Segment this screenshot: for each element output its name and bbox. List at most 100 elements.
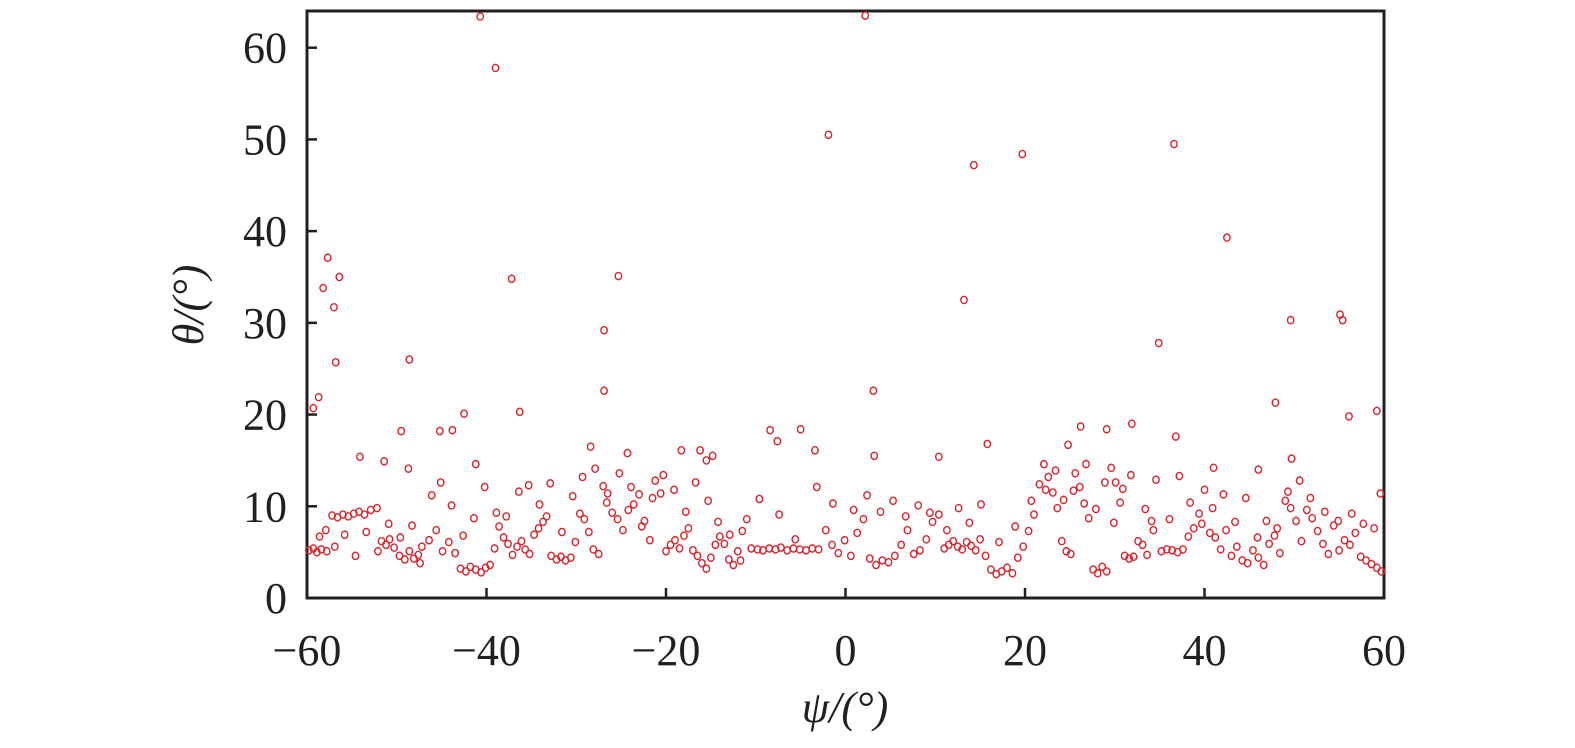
y-tick-label: 0 [265, 574, 287, 623]
data-point [330, 542, 339, 551]
data-point [997, 567, 1006, 576]
data-point [547, 551, 556, 561]
data-point [1170, 139, 1178, 149]
data-point [1093, 568, 1102, 578]
data-point [714, 517, 722, 527]
data-point [1082, 459, 1090, 469]
data-point [1008, 568, 1017, 578]
data-point [914, 501, 923, 510]
data-point [853, 528, 862, 538]
data-point [1351, 528, 1360, 538]
data-point [309, 403, 318, 413]
data-point [444, 537, 453, 547]
data-point [724, 555, 733, 564]
data-point [416, 558, 424, 568]
data-point [432, 525, 441, 535]
data-point [1147, 516, 1156, 526]
data-point [578, 472, 587, 482]
data-point [1109, 518, 1118, 528]
data-point [447, 501, 456, 510]
data-point [1219, 490, 1228, 499]
data-point [884, 557, 893, 567]
data-point [865, 554, 874, 563]
data-point [1335, 546, 1344, 555]
data-point [1053, 503, 1062, 513]
data-point [702, 564, 711, 573]
y-tick-label: 10 [243, 482, 287, 531]
data-point [863, 490, 871, 500]
data-point [789, 544, 798, 553]
data-point [1143, 550, 1151, 560]
data-point [1127, 470, 1135, 480]
data-point [755, 494, 764, 504]
data-point [1184, 532, 1193, 541]
data-point [677, 446, 686, 455]
data-point [362, 527, 371, 537]
data-point [995, 537, 1003, 547]
data-point [791, 535, 800, 544]
data-point [594, 549, 603, 559]
data-point [584, 527, 593, 537]
data-point [623, 448, 632, 458]
data-point [1324, 549, 1333, 559]
data-point [405, 355, 414, 364]
data-point [869, 386, 878, 396]
data-point [1084, 513, 1093, 523]
data-point [689, 546, 697, 555]
data-point [1051, 466, 1060, 475]
data-point [1249, 546, 1257, 555]
data-point [315, 532, 324, 541]
data-point [704, 496, 713, 506]
data-point [435, 426, 444, 436]
data-point [502, 512, 511, 521]
data-point [495, 522, 503, 531]
data-point [949, 536, 958, 546]
data-point [491, 63, 500, 73]
data-point [934, 452, 943, 462]
data-point [870, 451, 879, 461]
data-point [356, 452, 364, 462]
data-point [1281, 496, 1290, 506]
data-point [1035, 479, 1044, 489]
data-point [1039, 459, 1048, 469]
data-point [624, 505, 633, 515]
data-point [1064, 440, 1072, 450]
data-point [504, 539, 512, 549]
data-point [645, 535, 654, 545]
data-point [513, 542, 521, 551]
data-point [828, 540, 836, 550]
data-point [681, 507, 690, 517]
data-point [322, 546, 331, 556]
data-point [671, 535, 679, 545]
data-point [409, 554, 418, 563]
data-point [477, 568, 486, 577]
data-point [1377, 567, 1386, 576]
data-point [1129, 552, 1138, 562]
data-point [1302, 505, 1311, 515]
data-point [693, 551, 702, 561]
data-point [962, 537, 971, 547]
data-point [1308, 513, 1317, 523]
data-point [1259, 560, 1268, 570]
data-point [702, 456, 711, 465]
data-point [1243, 558, 1252, 568]
data-point [960, 295, 968, 305]
data-point [977, 500, 985, 509]
data-point [1372, 406, 1381, 416]
data-point [557, 527, 566, 537]
data-point [725, 530, 734, 540]
data-point [635, 490, 643, 499]
data-point [1111, 478, 1120, 487]
data-point [335, 272, 344, 282]
data-point [608, 508, 617, 518]
data-point [1356, 552, 1365, 562]
data-point [534, 523, 543, 533]
data-point [1179, 545, 1187, 554]
data-point [1092, 504, 1100, 514]
data-point [795, 545, 804, 554]
data-point [958, 545, 967, 554]
data-point [1041, 485, 1050, 495]
data-point [575, 509, 584, 518]
data-point [1076, 422, 1085, 431]
data-point [890, 551, 899, 561]
